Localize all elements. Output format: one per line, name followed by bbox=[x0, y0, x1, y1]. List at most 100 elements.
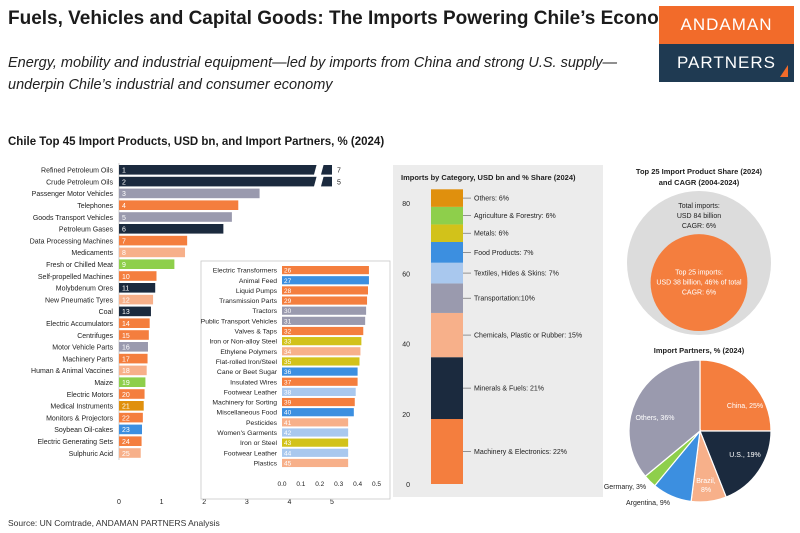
category-segment bbox=[431, 224, 463, 242]
main-category-label: Medicaments bbox=[71, 250, 113, 257]
main-bar-rank-label: 6 bbox=[122, 227, 126, 234]
main-category-label: Sulphuric Acid bbox=[69, 451, 113, 458]
axis-break-mark bbox=[313, 175, 324, 188]
inset-bar-27 bbox=[282, 276, 369, 285]
main-bar-rank-label: 18 bbox=[122, 368, 130, 375]
inset-category-label: Tractors bbox=[252, 308, 277, 315]
pie-slice-label: Germany, 3% bbox=[604, 484, 646, 491]
main-bar-18 bbox=[119, 365, 147, 376]
main-bar-rank-label: 19 bbox=[122, 380, 130, 387]
main-category-label: Soybean Oil-cakes bbox=[54, 427, 113, 434]
main-category-label: Goods Transport Vehicles bbox=[33, 215, 114, 222]
inset-x-tick-label: 0.3 bbox=[334, 481, 343, 488]
inset-category-label: Footwear Leather bbox=[224, 450, 278, 457]
inset-x-tick-label: 0.5 bbox=[372, 481, 381, 488]
category-y-tick-label: 20 bbox=[402, 412, 410, 419]
main-bar-23 bbox=[119, 424, 143, 435]
category-chart-title: Imports by Category, USD bn and % Share … bbox=[401, 173, 576, 182]
inset-category-label: Valves & Taps bbox=[235, 329, 278, 336]
pie-title: Import Partners, % (2024) bbox=[654, 346, 745, 355]
main-category-label: Self-propelled Machines bbox=[38, 274, 114, 281]
category-segment bbox=[431, 189, 463, 207]
pie-slice-label: 8% bbox=[701, 487, 711, 494]
inset-category-label: Machinery for Sorting bbox=[212, 400, 277, 407]
inset-bar-26 bbox=[282, 266, 369, 275]
pie-slice bbox=[699, 359, 772, 432]
category-y-tick-label: 80 bbox=[402, 201, 410, 208]
main-bar-6 bbox=[119, 224, 224, 234]
total-imports-label: USD 84 billion bbox=[677, 213, 721, 220]
category-segment-label: Agriculture & Forestry: 6% bbox=[474, 213, 556, 220]
main-bar-15 bbox=[119, 330, 149, 340]
category-segment bbox=[431, 241, 463, 263]
inset-bar-36 bbox=[282, 367, 358, 376]
inset-bar-rank-label: 44 bbox=[284, 450, 292, 457]
inset-bar-29 bbox=[282, 296, 368, 305]
main-bar-rank-label: 2 bbox=[122, 179, 126, 186]
inset-category-label: Ethylene Polymers bbox=[220, 349, 277, 356]
inset-bar-rank-label: 41 bbox=[284, 420, 292, 427]
main-bar-3 bbox=[119, 188, 260, 199]
inset-bar-rank-label: 37 bbox=[284, 379, 292, 386]
inset-bar-rank-label: 45 bbox=[284, 460, 292, 467]
main-bar-rank-label: 12 bbox=[122, 297, 130, 304]
category-segment-label: Food Products: 7% bbox=[474, 250, 534, 257]
category-y-tick-label: 40 bbox=[402, 342, 410, 349]
main-bar-4 bbox=[119, 200, 239, 210]
category-segment-label: Chemicals, Plastic or Rubber: 15% bbox=[474, 333, 582, 340]
inset-x-tick-label: 0.0 bbox=[277, 481, 286, 488]
category-segment-label: Minerals & Fuels: 21% bbox=[474, 386, 544, 393]
main-category-label: Molybdenum Ores bbox=[56, 286, 114, 293]
inset-bar-rank-label: 26 bbox=[284, 268, 292, 275]
inset-bar-rank-label: 38 bbox=[284, 389, 292, 396]
main-category-label: Monitors & Projectors bbox=[46, 415, 113, 422]
main-bar-25 bbox=[119, 448, 141, 458]
main-category-label: New Pneumatic Tyres bbox=[45, 297, 113, 304]
main-bar-16 bbox=[119, 342, 148, 352]
inset-category-label: Iron or Steel bbox=[240, 440, 278, 447]
source-note: Source: UN Comtrade, ANDAMAN PARTNERS An… bbox=[8, 518, 220, 528]
inset-bar-rank-label: 42 bbox=[284, 430, 292, 437]
inset-bar-32 bbox=[282, 326, 364, 336]
andaman-partners-logo: ANDAMAN PARTNERS bbox=[659, 6, 794, 82]
main-bar-19 bbox=[119, 377, 146, 387]
inset-category-label: Plastics bbox=[254, 460, 278, 467]
main-bar-rank-label: 17 bbox=[122, 356, 130, 363]
inset-bar-41 bbox=[282, 418, 349, 427]
main-bar-rank-label: 8 bbox=[122, 250, 126, 257]
inset-bar-31 bbox=[282, 316, 366, 325]
inset-category-label: Animal Feed bbox=[239, 278, 277, 285]
inset-bar-rank-label: 33 bbox=[284, 339, 292, 346]
main-bar-rank-label: 24 bbox=[122, 439, 130, 446]
pie-slice-label: Brazil, bbox=[696, 478, 716, 485]
main-bar-11 bbox=[119, 283, 156, 293]
page-title: Fuels, Vehicles and Capital Goods: The I… bbox=[8, 8, 687, 29]
inset-bar-rank-label: 35 bbox=[284, 359, 292, 366]
top25-imports-circle bbox=[650, 234, 748, 331]
main-bar-17 bbox=[119, 353, 148, 364]
main-bar-rank-label: 5 bbox=[122, 215, 126, 222]
main-category-label: Electric Motors bbox=[67, 392, 114, 399]
main-bar-rank-label: 22 bbox=[122, 415, 130, 422]
main-bar-rank-label: 11 bbox=[122, 286, 129, 293]
main-bar-14 bbox=[119, 318, 150, 328]
inset-category-label: Flat-rolled Iron/Steel bbox=[216, 359, 278, 366]
main-category-label: Maize bbox=[94, 380, 113, 387]
inset-bar-30 bbox=[282, 306, 367, 315]
main-bar-22 bbox=[119, 412, 143, 423]
page-subtitle: Energy, mobility and industrial equipmen… bbox=[8, 55, 618, 93]
main-bar-2 bbox=[119, 176, 332, 187]
category-segment-label: Textiles, Hides & Skins: 7% bbox=[474, 271, 559, 278]
inset-category-label: Footwear Leather bbox=[224, 389, 278, 396]
category-segment-label: Metals: 6% bbox=[474, 231, 509, 238]
inset-bar-rank-label: 40 bbox=[284, 410, 292, 417]
logo-top: ANDAMAN bbox=[659, 6, 794, 44]
logo-bottom: PARTNERS bbox=[659, 44, 794, 82]
main-bar-value-label: 5 bbox=[337, 179, 341, 186]
main-bar-8 bbox=[119, 247, 186, 258]
main-x-tick-label: 3 bbox=[245, 499, 249, 506]
main-bar-rank-label: 23 bbox=[122, 427, 130, 434]
inset-bar-rank-label: 28 bbox=[284, 288, 292, 295]
main-category-label: Fresh or Chilled Meat bbox=[46, 262, 113, 269]
main-category-label: Refined Petroleum Oils bbox=[41, 168, 113, 175]
